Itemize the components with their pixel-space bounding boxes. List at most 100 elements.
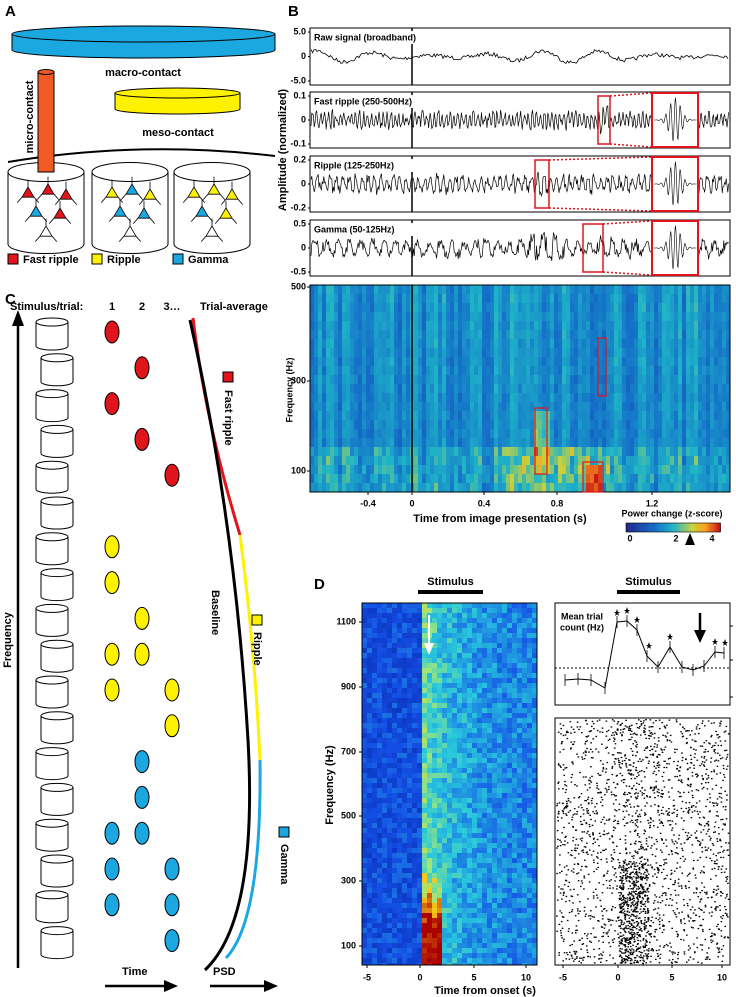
spectrogram-cell: [678, 384, 683, 394]
heatmap-cell: [412, 908, 418, 914]
heatmap-cell: [377, 793, 383, 799]
heatmap-cell: [497, 848, 503, 854]
spectrogram-cell: [390, 294, 395, 304]
heatmap-cell: [492, 828, 498, 834]
spectrogram-cell: [718, 447, 723, 457]
spectrogram-cell: [362, 483, 367, 493]
heatmap-cell: [462, 733, 468, 739]
spectrogram-cell: [698, 384, 703, 394]
heatmap-cell: [467, 848, 473, 854]
heatmap-cell: [457, 703, 463, 709]
spectrogram-cell: [542, 483, 547, 493]
spectrogram-cell: [502, 402, 507, 412]
heatmap-cell: [517, 698, 523, 704]
spectrogram-cell: [434, 294, 439, 304]
heatmap-cell: [377, 763, 383, 769]
heatmap-cell: [442, 888, 448, 894]
heatmap-cell: [407, 783, 413, 789]
heatmap-cell: [412, 873, 418, 879]
spectrogram-cell: [726, 321, 731, 331]
heatmap-cell: [417, 683, 423, 689]
spectrogram-cell: [722, 312, 727, 322]
heatmap-cell: [382, 728, 388, 734]
heatmap-cell: [497, 853, 503, 859]
spectrogram-cell: [694, 474, 699, 484]
spectrogram-cell: [406, 438, 411, 448]
heatmap-cell: [482, 643, 488, 649]
heatmap-cell: [397, 958, 403, 964]
heatmap-cell: [507, 758, 513, 764]
spectrogram-cell: [330, 456, 335, 466]
spectrogram-cell: [558, 429, 563, 439]
heatmap-cell: [512, 828, 518, 834]
spectrogram-cell: [574, 384, 579, 394]
heatmap-cell: [492, 768, 498, 774]
spectrogram-cell: [462, 384, 467, 394]
heatmap-cell: [467, 888, 473, 894]
spectrogram-cell: [386, 348, 391, 358]
spectrogram-cell: [566, 447, 571, 457]
heatmap-cell: [492, 653, 498, 659]
heatmap-cell: [432, 818, 438, 824]
spectrogram-cell: [338, 420, 343, 430]
heatmap-cell: [487, 693, 493, 699]
spectrogram-cell: [438, 339, 443, 349]
heatmap-cell: [422, 958, 428, 964]
spectrogram-cell: [558, 474, 563, 484]
spectrogram-cell: [346, 312, 351, 322]
heatmap-cell: [392, 663, 398, 669]
heatmap-cell: [372, 738, 378, 744]
label: 300: [291, 375, 306, 385]
spectrogram-cell: [518, 438, 523, 448]
heatmap-cell: [467, 873, 473, 879]
spectrogram-cell: [322, 384, 327, 394]
spectrogram-cell: [634, 456, 639, 466]
heatmap-cell: [392, 928, 398, 934]
spectrogram-cell: [558, 321, 563, 331]
spectrogram-cell: [594, 339, 599, 349]
heatmap-cell: [412, 828, 418, 834]
spectrogram-cell: [510, 321, 515, 331]
spectrogram-cell: [506, 321, 511, 331]
spectrogram-cell: [550, 330, 555, 340]
spectrogram-cell: [402, 456, 407, 466]
spectrogram-cell: [554, 447, 559, 457]
heatmap-cell: [492, 658, 498, 664]
heatmap-cell: [512, 703, 518, 709]
spectrogram-cell: [498, 447, 503, 457]
event: [104, 893, 120, 917]
label: -0.1: [290, 138, 306, 148]
heatmap-cell: [377, 678, 383, 684]
heatmap-cell: [472, 823, 478, 829]
spectrogram-cell: [554, 285, 559, 295]
heatmap-cell: [482, 753, 488, 759]
spectrogram-cell: [386, 339, 391, 349]
spectrogram-cell: [422, 294, 427, 304]
spectrogram-cell: [506, 420, 511, 430]
heatmap-cell: [462, 773, 468, 779]
spectrogram-cell: [398, 483, 403, 493]
heatmap-cell: [472, 693, 478, 699]
cylinder: [40, 429, 74, 458]
heatmap-cell: [492, 708, 498, 714]
spectrogram-cell: [554, 366, 559, 376]
heatmap-cell: [492, 693, 498, 699]
heatmap-cell: [472, 663, 478, 669]
heatmap-cell: [377, 958, 383, 964]
heatmap-cell: [472, 778, 478, 784]
heatmap-cell: [402, 858, 408, 864]
spectrogram-cell: [510, 285, 515, 295]
spectrogram-cell: [538, 384, 543, 394]
spectrogram-cell: [582, 303, 587, 313]
heatmap-cell: [362, 823, 368, 829]
spectrogram-cell: [522, 474, 527, 484]
spectrogram-cell: [510, 348, 515, 358]
heatmap-cell: [392, 658, 398, 664]
heatmap-cell: [507, 808, 513, 814]
spectrogram-cell: [534, 456, 539, 466]
cylinder: [40, 644, 74, 673]
spectrogram-cell: [522, 294, 527, 304]
heatmap-cell: [397, 938, 403, 944]
spectrogram-cell: [550, 474, 555, 484]
spectrogram-cell: [318, 465, 323, 475]
